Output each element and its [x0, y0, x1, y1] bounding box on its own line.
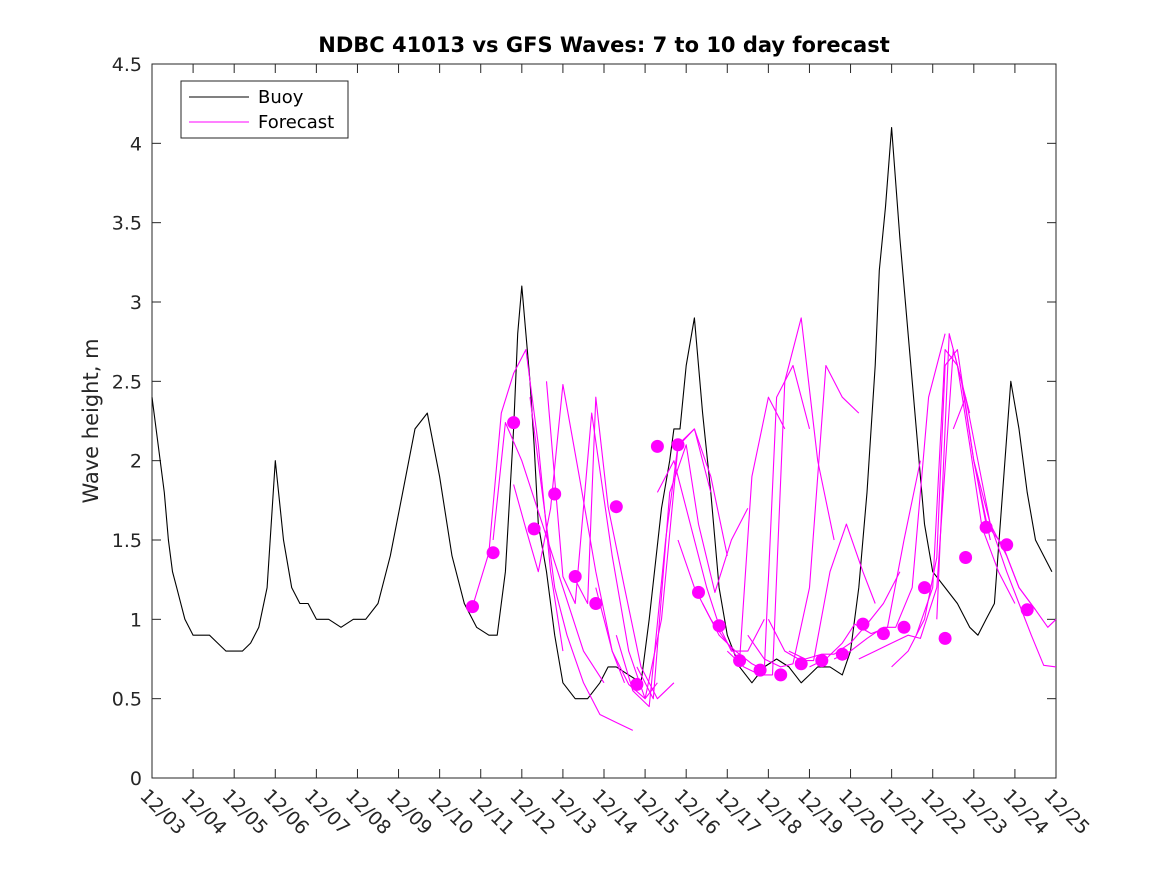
forecast-marker — [609, 500, 623, 514]
legend: Buoy Forecast — [180, 80, 349, 139]
forecast-marker — [876, 627, 890, 641]
forecast-series-line — [915, 349, 1016, 636]
forecast-marker — [589, 597, 603, 610]
forecast-series-line — [636, 444, 749, 700]
forecast-series-line — [471, 349, 564, 652]
forecast-marker — [548, 487, 562, 501]
forecast-marker — [1000, 538, 1014, 552]
y-tick-label: 1 — [130, 609, 142, 631]
y-tick-label: 1.5 — [112, 530, 142, 552]
forecast-series-line — [545, 381, 658, 700]
y-tick-label: 0.5 — [112, 689, 142, 711]
forecast-series-line — [767, 523, 876, 662]
forecast-series-line — [833, 333, 946, 660]
forecast-marker — [1020, 603, 1034, 617]
forecast-series-line — [492, 422, 605, 684]
forecast-series-line — [529, 397, 634, 731]
buoy-series-line — [151, 126, 1053, 700]
forecast-marker — [671, 438, 685, 452]
forecast-markers — [466, 416, 1034, 691]
y-tick-label: 3.5 — [112, 213, 142, 235]
forecast-marker — [527, 522, 541, 536]
y-tick-label: 0 — [130, 768, 142, 790]
forecast-marker — [774, 668, 788, 682]
forecast-marker — [568, 570, 582, 583]
forecast-series-line — [747, 364, 860, 668]
forecast-marker — [486, 546, 500, 560]
y-tick-label: 4.5 — [112, 54, 142, 76]
forecast-marker — [979, 520, 993, 534]
y-axis-label: Wave height, m — [79, 338, 103, 503]
plot-area — [151, 63, 1057, 779]
forecast-marker — [835, 647, 849, 661]
forecast-series-line — [513, 383, 626, 683]
forecast-marker — [466, 600, 479, 614]
forecast-marker — [959, 551, 973, 564]
forecast-marker — [856, 617, 870, 631]
forecast-marker — [712, 619, 726, 633]
forecast-marker — [650, 439, 664, 453]
forecast-marker — [794, 657, 808, 671]
forecast-marker — [897, 620, 911, 634]
forecast-marker — [630, 677, 644, 691]
forecast-series-line — [726, 317, 835, 676]
legend-buoy-label: Buoy — [258, 87, 304, 108]
forecast-marker — [815, 654, 829, 668]
chart-title: NDBC 41013 vs GFS Waves: 7 to 10 day for… — [318, 33, 889, 57]
y-tick-label: 2 — [130, 451, 142, 473]
legend-forecast-label: Forecast — [258, 112, 334, 133]
y-tick-label: 3 — [130, 292, 142, 314]
series-layer — [151, 126, 1057, 731]
forecast-marker — [733, 654, 747, 668]
forecast-series-line — [952, 396, 1057, 628]
forecast-series-line — [858, 349, 971, 660]
forecast-series-line — [615, 428, 728, 708]
forecast-series-line — [570, 396, 675, 700]
forecast-marker — [938, 631, 952, 645]
y-tick-label: 2.5 — [112, 371, 142, 393]
forecast-marker — [918, 581, 931, 595]
y-tick-label: 4 — [130, 133, 142, 155]
forecast-series-line — [656, 460, 765, 652]
y-axis: 0 0.5 1 1.5 2 2.5 3 3.5 4 4.5 — [112, 54, 1056, 790]
legend-box — [180, 80, 349, 139]
forecast-marker — [692, 585, 705, 599]
forecast-marker — [507, 416, 521, 430]
forecast-marker — [753, 663, 767, 677]
